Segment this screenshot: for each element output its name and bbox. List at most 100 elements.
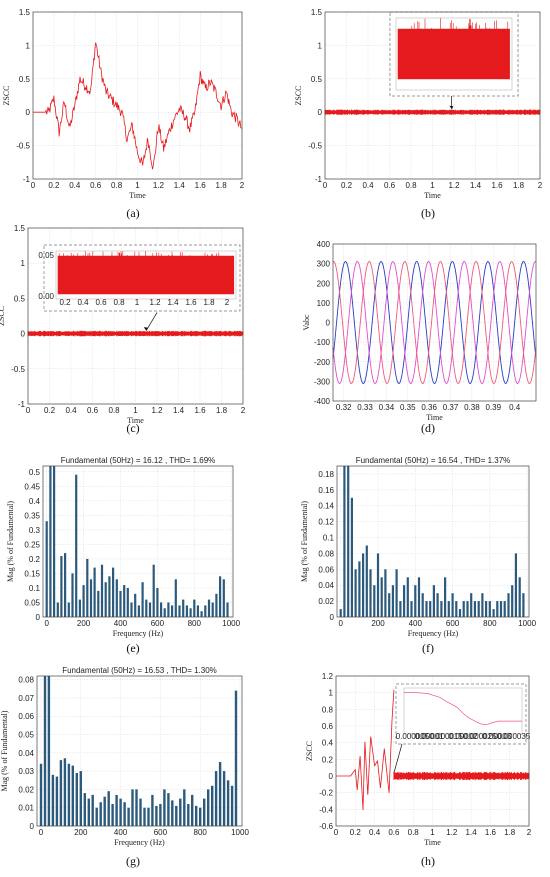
bar [91,794,94,826]
bar [230,785,234,826]
x-tick-label: 0.8 [405,181,417,190]
bar [67,602,70,617]
y-tick-label: 100 [317,299,331,308]
caption-f: (f) [422,641,434,655]
bar [444,577,447,617]
bar [64,553,67,617]
bar [391,585,394,617]
caption-e: (e) [126,641,139,655]
bar [185,605,188,617]
bar [134,593,137,617]
bar [49,466,52,617]
series-zscc [33,42,243,170]
bar [204,605,207,617]
inset-x-tick-label: 0.00002 [449,732,478,741]
bar [115,794,118,826]
bar [432,585,435,617]
chart-d: 0.32 0.33 0.34 0.35 0.36 0.37 0.38 0.39 0.4 -400 -… [302,240,537,422]
bar [339,609,342,617]
bar [178,605,181,617]
inset-x-tick-label: 0.000025 [463,732,497,741]
x-axis-label: Frequency (Hz) [113,629,164,638]
x-axis-label: Frequency (Hz) [114,838,165,847]
x-tick-label: 1.2 [153,181,165,190]
bar [63,758,67,826]
bar [514,553,517,617]
inset-series [57,251,235,295]
inset-x-tick-label: 1.2 [149,298,161,307]
y-axis-label: Mag (% of Fundamental) [300,501,309,582]
series-zscc-band [27,330,244,337]
x-tick-label: 0.2 [48,181,60,190]
bar [234,690,238,826]
bar [82,585,85,617]
inset-y-tick-label: 0.05 [38,251,54,260]
bar [163,789,166,826]
bar [503,601,506,617]
bar [447,601,450,617]
inset-arrowhead [449,105,454,110]
x-tick-label: 1.8 [216,406,228,415]
plot-frame [324,11,541,180]
x-tick-label: 400 [114,619,128,628]
bar [179,798,182,826]
bar [499,601,503,617]
bar [399,601,402,617]
bar [222,579,225,618]
bar [89,579,93,618]
y-tick-label: 0.2 [29,555,41,564]
x-tick-label: 0.37 [443,403,459,412]
y-tick-label: 0 [318,108,323,117]
bar [470,593,473,617]
bar [39,763,43,826]
y-tick-label: 0.15 [24,569,40,578]
bar [376,553,380,617]
x-tick-label: 0.4 [69,181,81,190]
x-axis-label: Frequency (Hz) [408,629,459,638]
chart-a: 0 0.2 0.4 0.6 0.8 1 1.2 1.4 1.6 1.8 2 -1 -0.5 0 0.5 1 1.… [2,8,245,200]
x-tick-label: 1 [135,181,140,190]
y-tick-label: -0.5 [308,142,322,151]
bar [455,601,458,617]
bar [436,593,439,617]
inset-x-tick-label: 2 [225,298,230,307]
bar [222,771,226,826]
y-tick-label: 300 [317,260,331,269]
bar [195,805,198,826]
bar [380,577,383,617]
inset-x-tick-label: 0.8 [113,298,125,307]
y-tick-label: -0.6 [319,822,333,831]
bar [395,569,398,617]
bar [219,576,222,617]
bar [123,585,126,617]
bar [365,545,368,617]
x-tick-label: 400 [409,619,423,628]
bar [148,602,152,617]
bar [75,474,78,617]
bar [440,601,443,617]
x-tick-label: 1.2 [151,406,163,415]
bar [71,573,74,617]
x-tick-label: 0.34 [379,403,395,412]
y-tick-label: -0.2 [319,789,333,798]
y-axis-label: Mag (% of Fundamental) [0,710,9,791]
x-tick-label: 2 [538,181,543,190]
x-axis-label: Time [129,191,146,200]
bar [403,585,406,617]
bar [75,773,78,826]
chart-title: Fundamental (50Hz) = 16.12 , THD= 1.69% [61,456,216,465]
bar [159,804,162,826]
bar [200,611,203,617]
x-tick-label: 0.4 [362,181,374,190]
x-tick-label: 0.35 [400,403,416,412]
caption-b: (b) [421,206,435,220]
y-tick-label: -1 [23,175,31,184]
x-tick-label: 1.4 [470,181,482,190]
bar [492,609,495,617]
x-tick-label: 0.6 [90,181,102,190]
y-tick-label: 1 [318,41,323,50]
inset-series [397,18,510,80]
y-tick-label: 0 [329,772,334,781]
x-tick-label: 1.6 [485,828,497,837]
bar [156,588,159,617]
